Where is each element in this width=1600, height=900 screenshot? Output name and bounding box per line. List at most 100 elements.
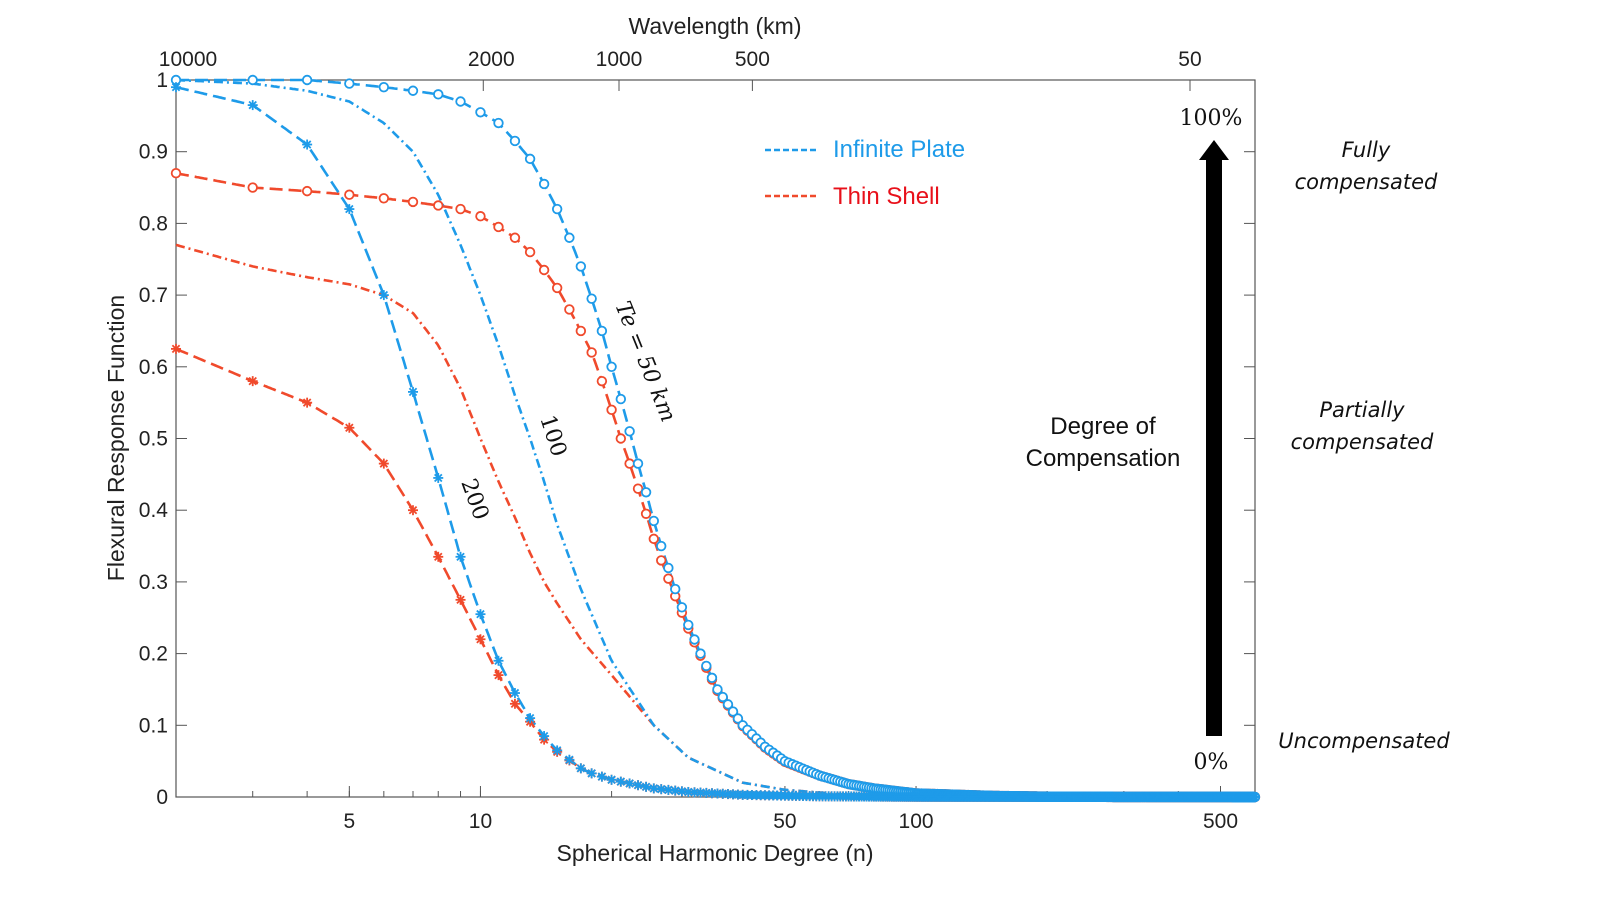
marker-asterisk	[509, 688, 520, 699]
marker-asterisk	[552, 745, 563, 756]
marker-circle	[712, 684, 723, 695]
marker-asterisk	[564, 754, 575, 765]
marker-circle	[732, 713, 744, 724]
asterisk-stroke	[434, 552, 443, 562]
x-tick-label: 500	[1203, 810, 1238, 833]
marker-asterisk	[633, 780, 644, 791]
marker-circle	[455, 96, 466, 107]
asterisk-stroke	[302, 398, 312, 407]
marker-circle	[717, 691, 728, 703]
marker-circle	[475, 211, 486, 222]
marker-circle	[683, 619, 694, 631]
asterisk-stroke	[476, 635, 485, 644]
marker-asterisk	[378, 290, 389, 301]
y-tick-label: 0.2	[139, 643, 168, 666]
x2-tick-label: 2000	[468, 48, 515, 71]
x2-tick-label: 50	[1178, 48, 1201, 71]
marker-circle	[596, 375, 608, 387]
marker-asterisk	[344, 422, 355, 433]
marker-asterisk	[475, 609, 486, 620]
y-tick-label: 0.6	[139, 356, 168, 379]
marker-asterisk	[606, 774, 617, 785]
marker-circle	[632, 458, 644, 469]
marker-asterisk	[641, 781, 652, 792]
marker-asterisk	[455, 551, 466, 562]
marker-asterisk	[493, 655, 504, 666]
marker-circle	[575, 325, 587, 337]
x2-tick-label: 10000	[159, 48, 217, 71]
x-tick-label: 10	[469, 810, 492, 833]
y-tick-label: 0.5	[139, 428, 168, 451]
marker-circle	[509, 232, 521, 243]
marker-circle	[701, 660, 712, 672]
x-tick-label: 5	[343, 810, 355, 833]
asterisk-stroke	[345, 423, 354, 432]
marker-circle	[564, 304, 575, 315]
asterisk-stroke	[510, 699, 520, 709]
marker-circle	[433, 89, 444, 100]
y-tick-label: 0.9	[139, 141, 168, 164]
marker-circle	[575, 261, 587, 272]
y-tick-label: 0.4	[139, 499, 169, 522]
marker-circle	[663, 573, 674, 584]
marker-asterisk	[586, 768, 597, 779]
asterisk-stroke	[456, 595, 465, 605]
marker-circle	[606, 361, 617, 373]
marker-circle	[509, 135, 521, 147]
marker-asterisk	[475, 634, 486, 645]
marker-circle	[551, 203, 563, 215]
x2-tick-label: 1000	[596, 48, 643, 71]
marker-circle	[640, 508, 652, 519]
marker-circle	[586, 293, 597, 304]
series-line-thin-shell-50	[175, 171, 1255, 799]
marker-circle	[493, 221, 504, 233]
marker-asterisk	[455, 594, 466, 605]
x-tick-label: 50	[773, 810, 796, 833]
marker-circle	[624, 426, 635, 437]
marker-circle	[344, 78, 355, 89]
y-tick-label: 0.3	[139, 571, 168, 594]
marker-circle	[407, 196, 419, 208]
marker-circle	[648, 515, 659, 527]
marker-asterisk	[171, 343, 181, 354]
marker-asterisk	[493, 670, 504, 681]
marker-circle	[493, 117, 504, 129]
asterisk-stroke	[171, 344, 181, 354]
markers	[170, 74, 1261, 803]
marker-circle	[586, 347, 597, 358]
marker-asterisk	[407, 505, 418, 516]
x-tick-label: 100	[899, 810, 934, 833]
marker-circle	[524, 246, 536, 258]
marker-asterisk	[344, 204, 355, 215]
marker-asterisk	[407, 386, 418, 397]
marker-circle	[564, 232, 575, 243]
y-tick-label: 0.1	[139, 714, 168, 737]
marker-asterisk	[247, 100, 258, 111]
marker-circle	[663, 562, 674, 574]
marker-circle	[640, 487, 652, 498]
marker-asterisk	[378, 458, 389, 469]
asterisk-stroke	[379, 459, 389, 468]
marker-circle	[606, 404, 617, 416]
marker-circle	[247, 182, 258, 193]
marker-circle	[301, 185, 313, 197]
marker-circle	[475, 107, 486, 118]
marker-circle	[551, 282, 563, 294]
marker-circle	[301, 74, 313, 86]
marker-circle	[433, 200, 444, 211]
y-tick-label: 0.8	[139, 212, 168, 235]
marker-asterisk	[302, 139, 313, 150]
marker-circle	[344, 189, 355, 200]
marker-circle	[695, 648, 706, 659]
x2-tick-label: 500	[735, 48, 770, 71]
marker-circle	[689, 634, 700, 645]
marker-circle	[170, 168, 182, 179]
marker-circle	[656, 555, 667, 566]
marker-circle	[648, 533, 659, 545]
series-line-thin-shell-100	[175, 243, 1255, 799]
asterisk-stroke	[408, 505, 418, 515]
marker-circle	[407, 85, 419, 96]
marker-asterisk	[302, 397, 313, 408]
asterisk-stroke	[248, 376, 257, 386]
